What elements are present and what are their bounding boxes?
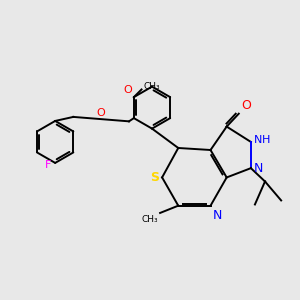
Text: H: H xyxy=(262,135,271,145)
Text: CH₃: CH₃ xyxy=(141,215,158,224)
Text: O: O xyxy=(241,99,251,112)
Text: O: O xyxy=(123,85,132,95)
Text: N: N xyxy=(254,162,263,175)
Text: N: N xyxy=(254,135,262,145)
Text: CH₃: CH₃ xyxy=(144,82,160,91)
Text: N: N xyxy=(212,209,222,222)
Text: S: S xyxy=(150,171,159,184)
Text: O: O xyxy=(97,108,106,118)
Text: F: F xyxy=(45,160,51,170)
